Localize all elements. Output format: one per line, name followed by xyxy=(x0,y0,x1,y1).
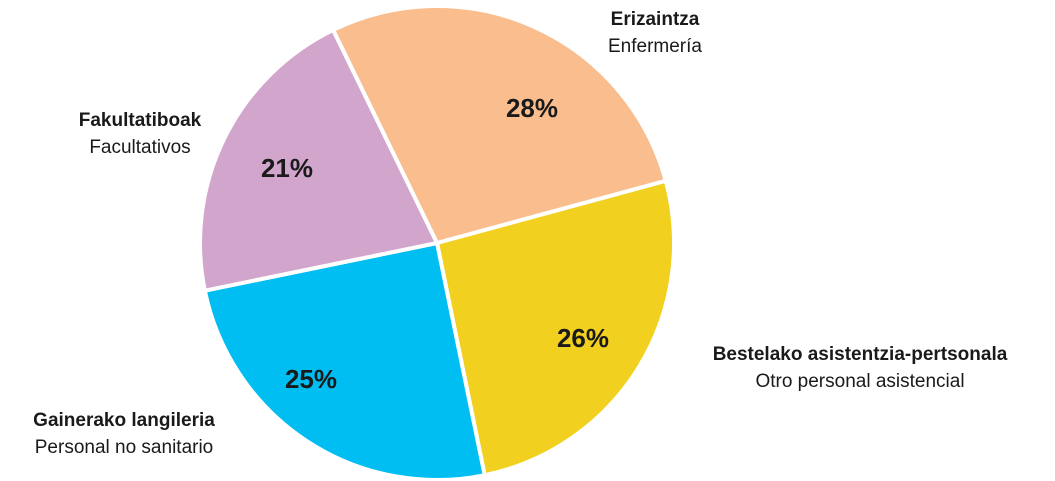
value-label: 25% xyxy=(285,364,337,394)
slice-label: Erizaintza xyxy=(611,9,700,30)
slice-label: Bestelako asistentzia-pertsonala xyxy=(713,344,1008,365)
value-label: 28% xyxy=(506,93,558,123)
slice-label: Fakultatiboak xyxy=(79,110,202,131)
pie-slice xyxy=(330,4,669,246)
slice-sublabel: Personal no sanitario xyxy=(35,437,214,458)
pie-slice xyxy=(202,240,488,481)
value-label: 26% xyxy=(557,323,609,353)
pie-slice xyxy=(434,178,676,478)
value-label: 21% xyxy=(261,153,313,183)
slice-label: Gainerako langileria xyxy=(33,410,215,431)
slice-sublabel: Otro personal asistencial xyxy=(755,371,964,392)
slice-sublabel: Enfermería xyxy=(608,36,702,57)
slice-sublabel: Facultativos xyxy=(89,137,190,158)
pie-slice xyxy=(198,27,440,294)
